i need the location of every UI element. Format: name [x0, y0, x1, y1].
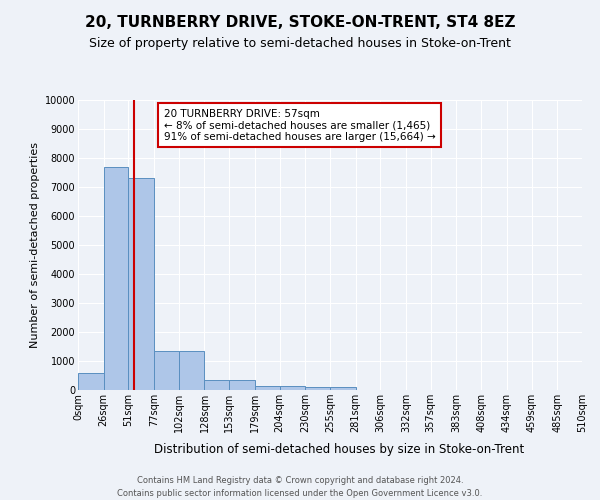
Bar — [255, 386, 280, 390]
Bar — [205, 380, 229, 390]
Bar — [280, 386, 305, 390]
Text: Contains HM Land Registry data © Crown copyright and database right 2024.
Contai: Contains HM Land Registry data © Crown c… — [118, 476, 482, 498]
Bar — [104, 166, 128, 390]
Text: 20 TURNBERRY DRIVE: 57sqm
← 8% of semi-detached houses are smaller (1,465)
91% o: 20 TURNBERRY DRIVE: 57sqm ← 8% of semi-d… — [164, 108, 436, 142]
Text: Distribution of semi-detached houses by size in Stoke-on-Trent: Distribution of semi-detached houses by … — [154, 442, 524, 456]
Bar — [78, 372, 104, 390]
Y-axis label: Number of semi-detached properties: Number of semi-detached properties — [31, 142, 40, 348]
Bar — [229, 380, 255, 390]
Text: 20, TURNBERRY DRIVE, STOKE-ON-TRENT, ST4 8EZ: 20, TURNBERRY DRIVE, STOKE-ON-TRENT, ST4… — [85, 15, 515, 30]
Bar — [330, 387, 356, 390]
Bar — [154, 351, 179, 390]
Bar — [128, 178, 154, 390]
Bar — [179, 351, 205, 390]
Text: Size of property relative to semi-detached houses in Stoke-on-Trent: Size of property relative to semi-detach… — [89, 38, 511, 51]
Bar — [305, 387, 330, 390]
